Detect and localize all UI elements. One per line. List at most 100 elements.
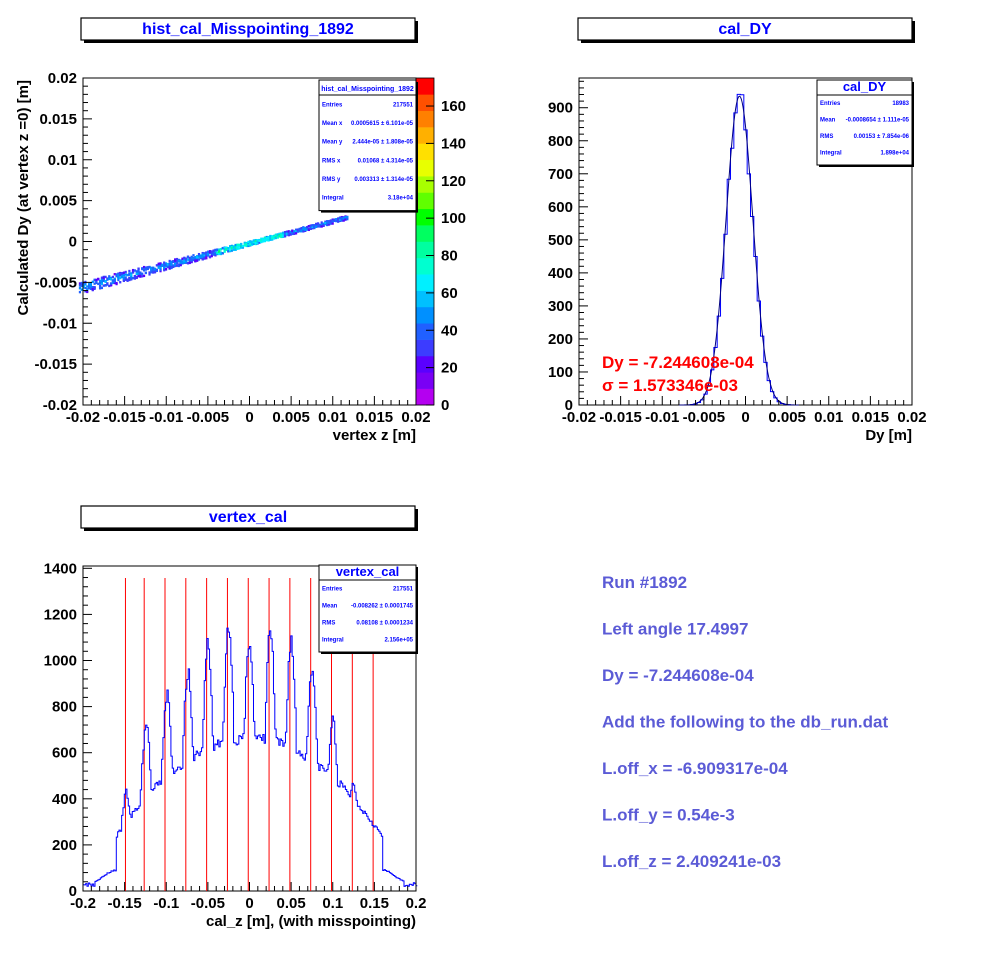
heatmap-cell (163, 266, 166, 270)
heatmap-cell (109, 276, 113, 280)
heatmap-cell (208, 250, 212, 253)
heatmap-cell (102, 276, 105, 279)
heatmap-cell (120, 275, 124, 279)
heatmap-cell (168, 262, 171, 265)
info-line: Left angle 17.4997 (602, 620, 748, 639)
heatmap-cell (89, 287, 93, 290)
stats-title: hist_cal_Misspointing_1892 (321, 86, 414, 93)
heatmap-cell (190, 259, 193, 262)
heatmap-cell (100, 286, 104, 290)
heatmap-cell (87, 283, 91, 286)
x-tick-label: 0.05 (277, 895, 306, 912)
heatmap-cell (152, 269, 155, 272)
heatmap-cell (117, 273, 120, 277)
heatmap-cell (80, 288, 83, 291)
heatmap-cell (142, 268, 146, 271)
heatmap-cell (205, 256, 208, 260)
y-tick-label: -0.005 (34, 274, 77, 291)
heatmap-cell (212, 249, 215, 253)
heatmap-cell (282, 232, 285, 235)
heatmap-cell (183, 259, 186, 262)
heatmap-cell (174, 260, 177, 263)
heatmap-cell (86, 285, 89, 288)
heatmap-cell (326, 223, 329, 226)
heatmap-cell (326, 221, 329, 224)
heatmap-cell (196, 257, 199, 260)
colorbar-cell (416, 159, 434, 177)
heatmap-cell (131, 271, 135, 274)
heatmap-cell (89, 282, 93, 285)
heatmap-cell (291, 232, 294, 236)
stats-row-value: 18983 (892, 101, 909, 107)
stats-frame (318, 79, 417, 212)
info-line: Dy = -7.244608e-04 (602, 666, 754, 685)
heatmap-cell (300, 226, 303, 230)
heatmap-cell (188, 261, 191, 265)
heatmap-cell (78, 287, 82, 290)
heatmap-cell (119, 273, 122, 277)
heatmap-cell (78, 284, 82, 287)
heatmap-cell (260, 237, 263, 240)
heatmap-cell (207, 252, 210, 256)
histogram-vertex-cal (82, 627, 418, 891)
y-tick-label: 1400 (44, 560, 77, 577)
heatmap-cell (164, 267, 168, 271)
heatmap-cell (155, 264, 158, 267)
heatmap-cell (280, 233, 283, 236)
heatmap-cell (263, 239, 267, 242)
stats-row-value: 0.08108 ± 0.0001234 (356, 621, 413, 627)
y-tick-label: 0 (69, 234, 77, 251)
stats-row-label: Integral (322, 638, 344, 644)
stats-row-value: -0.0008654 ± 1.111e-05 (846, 118, 910, 124)
heatmap-cell (119, 276, 122, 280)
heatmap-cell (142, 265, 146, 269)
heatmap-cell (260, 239, 263, 242)
heatmap-cell (249, 240, 252, 244)
stats-title: vertex_cal (336, 564, 400, 579)
heatmap-cell (157, 262, 160, 265)
heatmap-cell (122, 271, 125, 274)
heatmap-cell (232, 248, 235, 251)
heatmap-cell (274, 236, 278, 240)
heatmap-cell (139, 274, 142, 278)
colorbar-cell (416, 355, 434, 373)
y-tick-label: 200 (548, 331, 573, 348)
stats-row-label: Mean (322, 604, 338, 610)
stats-row-label: Integral (820, 151, 842, 157)
heatmap-cell (232, 245, 235, 249)
y-tick-label: 800 (548, 133, 573, 150)
colorbar-cell (416, 372, 434, 389)
heatmap-cell (141, 275, 144, 278)
x-tick-label: -0.015 (103, 409, 146, 426)
x-axis-label-vertex-cal: cal_z [m], (with misspointing) (206, 913, 416, 930)
heatmap-cell (289, 231, 292, 234)
heatmap-cell (117, 272, 120, 275)
heatmap-cell (318, 225, 321, 228)
stats-row-value: 0.01068 ± 4.314e-05 (358, 158, 414, 164)
heatmap-cell (130, 272, 133, 275)
heatmap-cell (214, 248, 217, 252)
heatmap-cell (203, 252, 206, 255)
heatmap-cell (93, 286, 96, 289)
heatmap-cell (168, 266, 171, 270)
stats-row-value: 217551 (393, 587, 414, 593)
heatmap-cell (212, 252, 215, 256)
heatmap-cell (188, 256, 191, 260)
heatmap-cell (170, 261, 173, 264)
heatmap-cell (196, 259, 199, 262)
heatmap-cell (150, 267, 153, 270)
colorbar-cell (416, 225, 434, 242)
heatmap-cell (342, 219, 345, 222)
info-line: L.off_x = -6.909317e-04 (602, 759, 788, 778)
x-tick-label: -0.005 (187, 409, 230, 426)
heatmap-cell (201, 251, 204, 255)
y-tick-label: 400 (548, 265, 573, 282)
heatmap-cell (320, 224, 323, 228)
heatmap-cell (122, 273, 125, 277)
heatmap-cell (238, 247, 241, 250)
heatmap-cell (91, 280, 94, 284)
heatmap-cell (181, 257, 184, 260)
heatmap-cell (128, 269, 131, 273)
y-tick-label: -0.02 (43, 397, 77, 414)
x-tick-label: -0.05 (191, 895, 225, 912)
